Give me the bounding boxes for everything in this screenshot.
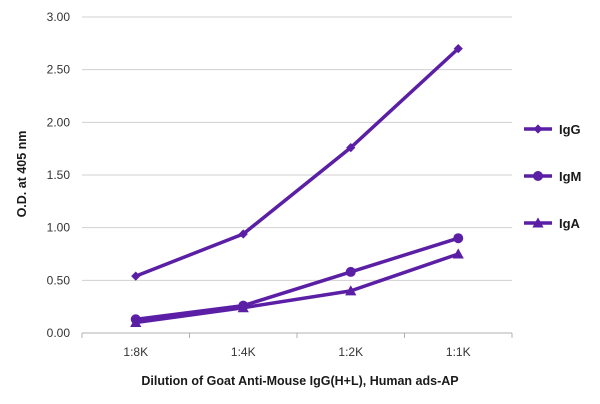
data-point-iga	[130, 316, 142, 327]
x-axis-title: Dilution of Goat Anti-Mouse IgG(H+L), Hu…	[141, 374, 458, 388]
legend-marker	[533, 171, 543, 181]
data-point-igg	[346, 143, 356, 153]
series-line-iga	[134, 252, 460, 325]
series-lines	[134, 46, 460, 325]
y-tick-label: 0.00	[47, 326, 71, 340]
data-point-igg	[238, 229, 248, 239]
data-point-igg	[453, 44, 463, 54]
legend: IgG IgM IgA	[524, 122, 581, 231]
x-tick-label: 1:4K	[231, 345, 256, 359]
x-tick-label: 1:2K	[338, 345, 363, 359]
legend-marker	[532, 217, 544, 228]
y-axis-title: O.D. at 405 nm	[15, 131, 29, 218]
legend-label: IgG	[559, 122, 581, 137]
series-line-igg	[134, 46, 460, 278]
series-markers	[130, 44, 464, 327]
x-axis	[81, 332, 513, 338]
data-point-igg	[131, 271, 141, 281]
data-point-igm	[345, 266, 356, 277]
y-tick-label: 2.00	[47, 115, 71, 129]
data-point-iga	[452, 248, 464, 259]
data-point-iga	[237, 302, 249, 313]
x-tick-label: 1:8K	[123, 345, 148, 359]
data-point-igm	[453, 233, 464, 244]
legend-label: IgA	[559, 216, 581, 231]
legend-label: IgM	[559, 169, 581, 184]
y-tick-label: 2.50	[47, 63, 71, 77]
y-tick-label: 1.00	[47, 221, 71, 235]
x-axis-ticks: 1:8K 1:4K 1:2K 1:1K	[123, 345, 470, 359]
y-axis-ticks: 0.00 0.50 1.00 1.50 2.00 2.50 3.00	[47, 10, 71, 340]
y-tick-label: 1.50	[47, 168, 71, 182]
gridlines	[82, 16, 512, 281]
data-point-iga	[345, 285, 357, 296]
x-tick-label: 1:1K	[446, 345, 471, 359]
y-tick-label: 3.00	[47, 10, 71, 24]
legend-marker	[533, 124, 543, 134]
series-line-igm	[134, 236, 460, 322]
y-tick-label: 0.50	[47, 273, 71, 287]
